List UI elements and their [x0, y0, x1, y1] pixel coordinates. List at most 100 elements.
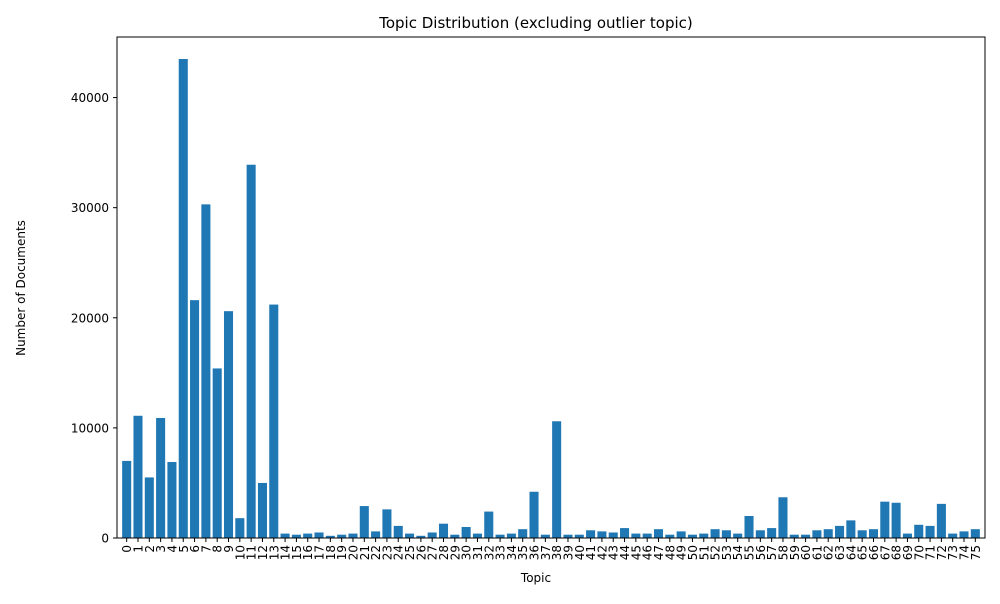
bar-topic-19: [337, 534, 347, 538]
bar-topic-50: [687, 534, 697, 538]
bar-topic-67: [880, 501, 890, 538]
x-tick-label: 8: [211, 545, 225, 553]
bar-topic-31: [472, 533, 482, 538]
x-tick-label: 1: [131, 545, 145, 553]
x-tick-label: 46: [641, 545, 655, 560]
bar-topic-1: [133, 415, 143, 538]
bar-topic-47: [653, 529, 664, 538]
bar-topic-57: [767, 528, 777, 538]
x-tick-label: 73: [946, 545, 960, 560]
bar-topic-39: [563, 534, 573, 538]
x-tick-label: 44: [618, 545, 632, 560]
x-tick-label: 40: [573, 545, 587, 560]
x-tick-label: 42: [595, 545, 609, 560]
x-tick-label: 29: [448, 545, 462, 560]
y-tick-label: 10000: [71, 421, 109, 435]
x-tick-label: 62: [822, 545, 836, 560]
x-tick-label: 0: [120, 545, 134, 553]
bar-topic-3: [156, 417, 166, 538]
x-tick-label: 53: [720, 545, 734, 560]
x-tick-label: 19: [335, 545, 349, 560]
bar-topic-36: [529, 491, 539, 538]
bar-topic-23: [382, 509, 392, 538]
bar-topic-49: [676, 531, 686, 538]
bar-topic-66: [868, 529, 879, 538]
bar-topic-14: [280, 533, 290, 538]
bar-topic-15: [291, 534, 301, 538]
bar-topic-70: [914, 524, 924, 538]
x-tick-label: 51: [697, 545, 711, 560]
x-tick-label: 35: [516, 545, 530, 560]
x-tick-label: 52: [709, 545, 723, 560]
x-tick-label: 3: [154, 545, 168, 553]
bar-topic-29: [450, 534, 460, 538]
x-tick-label: 55: [743, 545, 757, 560]
y-tick-label: 30000: [71, 201, 109, 215]
bar-topic-6: [190, 300, 200, 538]
bar-topic-20: [348, 533, 358, 538]
plot-frame: [116, 36, 986, 539]
bar-topic-72: [936, 503, 946, 538]
bar-topic-44: [620, 528, 630, 538]
x-tick-label: 48: [663, 545, 677, 560]
x-tick-label: 68: [890, 545, 904, 560]
x-tick-label: 6: [188, 545, 202, 553]
x-tick-label: 63: [833, 545, 847, 560]
bar-topic-0: [122, 460, 132, 538]
bar-topic-45: [631, 533, 641, 538]
x-tick-label: 49: [675, 545, 689, 560]
x-tick-label: 33: [494, 545, 508, 560]
x-tick-label: 20: [346, 545, 360, 560]
bar-topic-64: [846, 520, 856, 538]
bar-topic-42: [597, 531, 607, 538]
bar-topic-75: [970, 529, 980, 538]
y-axis-label: Number of Documents: [14, 220, 28, 356]
x-tick-label: 65: [856, 545, 870, 560]
x-tick-label: 71: [924, 545, 938, 560]
x-tick-label: 58: [776, 545, 790, 560]
bar-topic-48: [665, 534, 675, 538]
bar-topic-54: [733, 533, 743, 538]
bar-topic-73: [948, 533, 958, 538]
bar-topic-52: [710, 529, 720, 538]
bar-topic-25: [405, 533, 415, 538]
x-tick-label: 54: [731, 545, 745, 560]
x-tick-label: 69: [901, 545, 915, 560]
bar-topic-28: [438, 523, 449, 538]
bar-topic-9: [223, 311, 234, 538]
bar-topic-10: [235, 518, 245, 538]
x-tick-label: 18: [324, 545, 338, 560]
x-axis-label: Topic: [520, 571, 551, 585]
x-tick-label: 74: [958, 545, 972, 560]
x-tick-label: 15: [290, 545, 304, 560]
x-tick-label: 28: [437, 545, 451, 560]
x-tick-label: 16: [301, 545, 315, 560]
x-tick-label: 12: [256, 545, 270, 560]
bar-topic-11: [246, 164, 256, 539]
x-tick-label: 27: [426, 545, 440, 560]
bar-topic-37: [540, 534, 550, 538]
x-tick-label: 39: [561, 545, 575, 560]
y-tick-label: 0: [101, 532, 109, 546]
x-tick-label: 22: [369, 545, 383, 560]
bar-topic-63: [835, 525, 845, 538]
x-tick-label: 11: [245, 545, 259, 560]
x-tick-label: 47: [652, 545, 666, 560]
x-tick-label: 45: [629, 545, 643, 560]
y-axis-ticks: 0 10000 20000 30000 40000: [71, 91, 117, 546]
x-tick-label: 57: [765, 545, 779, 560]
x-tick-label: 50: [686, 545, 700, 560]
x-tick-label: 72: [935, 545, 949, 560]
x-tick-label: 32: [482, 545, 496, 560]
x-tick-label: 60: [799, 545, 813, 560]
x-tick-label: 4: [165, 545, 179, 553]
bar-topic-56: [755, 530, 765, 538]
bar-topic-7: [201, 204, 211, 538]
x-tick-label: 23: [380, 545, 394, 560]
bar-topic-65: [857, 530, 867, 538]
x-tick-label: 61: [810, 545, 824, 560]
bar-topic-38: [552, 421, 562, 538]
bar-topic-13: [269, 304, 279, 538]
